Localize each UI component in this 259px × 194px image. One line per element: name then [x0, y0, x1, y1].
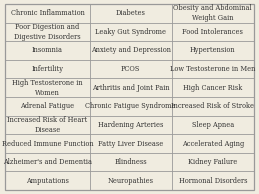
Text: Infertility: Infertility: [31, 65, 63, 73]
Text: Chronic Inflammation: Chronic Inflammation: [11, 9, 84, 17]
Text: Anxiety and Depression: Anxiety and Depression: [91, 46, 171, 55]
Text: Hormonal Disorders: Hormonal Disorders: [178, 177, 247, 185]
Text: Chronic Fatigue Syndrome: Chronic Fatigue Syndrome: [85, 102, 176, 110]
Text: High Cancer Risk: High Cancer Risk: [183, 84, 242, 92]
Text: Arthritis and Joint Pain: Arthritis and Joint Pain: [92, 84, 170, 92]
Text: Food Intolerances: Food Intolerances: [182, 28, 243, 36]
Text: Leaky Gut Syndrome: Leaky Gut Syndrome: [95, 28, 166, 36]
Text: Neuropathies: Neuropathies: [108, 177, 154, 185]
Text: PCOS: PCOS: [121, 65, 140, 73]
Text: Kidney Failure: Kidney Failure: [188, 158, 238, 166]
Text: Poor Digestion and
Digestive Disorders: Poor Digestion and Digestive Disorders: [14, 23, 81, 41]
Text: Accelerated Aging: Accelerated Aging: [182, 139, 244, 148]
Text: Amputations: Amputations: [26, 177, 69, 185]
Text: Fatty Liver Disease: Fatty Liver Disease: [98, 139, 163, 148]
Text: Obesity and Abdominal
Weight Gain: Obesity and Abdominal Weight Gain: [174, 4, 252, 22]
Text: Reduced Immune Function: Reduced Immune Function: [2, 139, 93, 148]
Text: Hardening Arteries: Hardening Arteries: [98, 121, 163, 129]
Text: Blindness: Blindness: [114, 158, 147, 166]
Text: Alzheimer's and Dementia: Alzheimer's and Dementia: [3, 158, 92, 166]
Text: Low Testosterone in Men: Low Testosterone in Men: [170, 65, 255, 73]
Text: Increased Risk of Heart
Disease: Increased Risk of Heart Disease: [7, 116, 88, 134]
Text: Hypertension: Hypertension: [190, 46, 236, 55]
Text: Adrenal Fatigue: Adrenal Fatigue: [20, 102, 75, 110]
Text: Diabetes: Diabetes: [116, 9, 146, 17]
Text: Sleep Apnea: Sleep Apnea: [192, 121, 234, 129]
Text: High Testosterone in
Women: High Testosterone in Women: [12, 79, 83, 97]
Text: Increased Risk of Stroke: Increased Risk of Stroke: [171, 102, 254, 110]
Text: Insomnia: Insomnia: [32, 46, 63, 55]
